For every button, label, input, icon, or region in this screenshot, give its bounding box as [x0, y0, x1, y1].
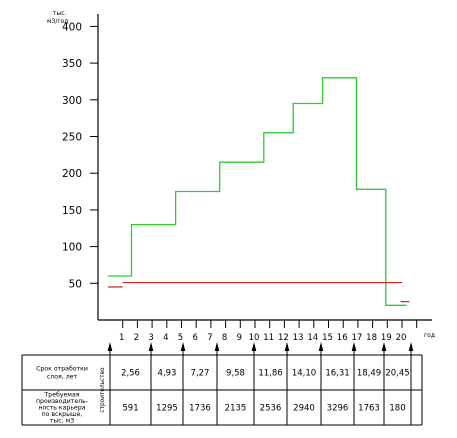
row-label-line: ность карьера — [38, 405, 85, 412]
y-unit-label-2: м3/год — [47, 18, 68, 25]
row-label-line: производитель- — [36, 398, 88, 405]
x-tick-label: 17 — [351, 333, 362, 343]
y-unit-label: тыс. — [53, 10, 67, 17]
column-arrow-head — [351, 342, 357, 351]
table-cell: 591 — [122, 404, 138, 414]
x-tick-label: 20 — [396, 333, 407, 343]
row-label-line: слоя, лет — [47, 374, 78, 381]
x-tick-label: 7 — [207, 333, 212, 343]
table-cell: 2536 — [260, 404, 282, 414]
table-cell: 1763 — [358, 404, 380, 414]
table-cell: 1295 — [156, 404, 178, 414]
column-arrow-head — [107, 342, 113, 351]
y-tick-label: 200 — [62, 168, 82, 180]
table-cell: 11,86 — [258, 369, 282, 379]
y-ticks: 50 100 150 200 250 300 350 400 — [62, 21, 98, 290]
row-label-line: Срок отработки — [36, 365, 88, 373]
table-cell: 14,10 — [292, 369, 316, 379]
series-line-green — [108, 77, 407, 306]
column-arrow-head — [148, 342, 154, 351]
column-arrow-head — [180, 342, 186, 351]
x-ticks: 1 2 3 4 5 6 7 8 9 10 11 12 13 14 15 16 17 18 19 20 — [119, 320, 418, 343]
x-tick-label: 14 — [307, 333, 318, 343]
table-cell: 180 — [389, 404, 405, 414]
series-layer — [108, 77, 410, 306]
y-tick-label: 50 — [69, 278, 82, 290]
x-tick-label: 11 — [263, 333, 274, 343]
column-arrow-head — [408, 342, 414, 351]
x-tick-label: 15 — [322, 333, 333, 343]
y-tick-label: 350 — [62, 58, 82, 70]
x-tick-label: 5 — [178, 333, 183, 343]
table-cell: 9,58 — [226, 369, 245, 379]
table-cell: 18,49 — [357, 369, 381, 379]
table-cell: 7,27 — [191, 369, 210, 379]
x-tick-label: 4 — [163, 333, 168, 343]
row-label-line: по вскрыше, — [42, 411, 83, 418]
x-tick-label: 2 — [134, 333, 139, 343]
table-cell: 3296 — [327, 404, 349, 414]
x-tick-label: 1 — [119, 333, 124, 343]
table-cell: 2,56 — [121, 369, 140, 379]
column-arrow-head — [284, 342, 290, 351]
table-cell: 20,45 — [385, 369, 409, 379]
x-tick-label: 16 — [337, 333, 348, 343]
x-tick-label: 9 — [237, 333, 242, 343]
table-cell: 4,93 — [158, 369, 177, 379]
x-tick-label: 12 — [278, 333, 289, 343]
y-tick-label: 150 — [62, 205, 82, 217]
y-tick-label: 300 — [62, 95, 82, 107]
row-label-line: тыс. м3 — [50, 417, 74, 424]
x-tick-label: 8 — [222, 333, 227, 343]
x-tick-label: 3 — [148, 333, 153, 343]
y-tick-label: 250 — [62, 132, 82, 144]
column-arrow-head — [381, 342, 387, 351]
table-cell: 16,31 — [325, 369, 349, 379]
x-tick-label: 6 — [192, 333, 197, 343]
y-axis: тыс. м3/год 50 100 150 200 250 300 350 400 — [47, 10, 99, 320]
x-axis: 1 2 3 4 5 6 7 8 9 10 11 12 13 14 15 16 17 18 19 20 год — [98, 319, 435, 343]
table-cell: 2940 — [293, 404, 315, 414]
table-cell: 1736 — [189, 404, 211, 414]
x-unit-label: год — [424, 332, 435, 339]
y-tick-label: 400 — [62, 21, 82, 33]
x-tick-label: 18 — [366, 333, 377, 343]
x-tick-label: 13 — [293, 333, 304, 343]
column-arrow-head — [214, 342, 220, 351]
table-cell: 2135 — [225, 404, 247, 414]
column-arrow-head — [318, 342, 324, 351]
x-tick-label: 19 — [381, 333, 392, 343]
row-label-line: Требуемая — [44, 391, 80, 399]
table-arrows — [107, 342, 414, 425]
y-tick-label: 100 — [62, 242, 82, 254]
rotated-construction-label: строительство — [100, 367, 106, 413]
column-arrow-head — [251, 342, 257, 351]
x-tick-label: 10 — [249, 333, 260, 343]
